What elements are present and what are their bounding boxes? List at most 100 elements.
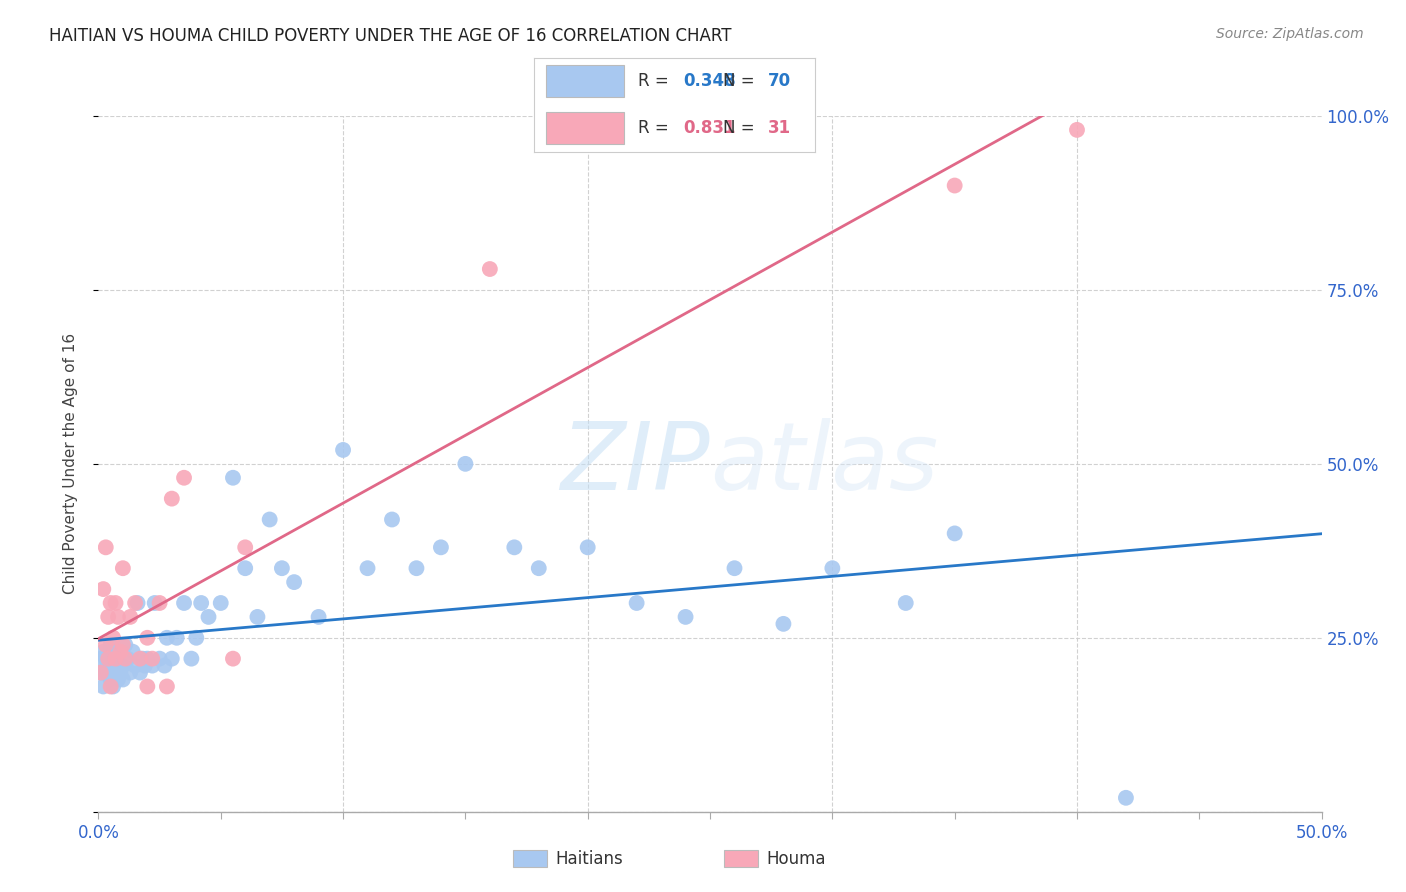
- Text: Houma: Houma: [766, 849, 825, 868]
- Point: [124, 658, 146, 673]
- Point: [209, 596, 232, 610]
- Point: [233, 561, 256, 575]
- Point: [149, 651, 172, 665]
- Point: [100, 673, 122, 687]
- Point: [100, 680, 122, 694]
- Point: [90, 665, 112, 680]
- Text: R =: R =: [638, 72, 675, 90]
- Point: [149, 596, 172, 610]
- Text: Haitians: Haitians: [555, 849, 623, 868]
- Point: [173, 471, 195, 485]
- Point: [101, 651, 124, 665]
- Text: Source: ZipAtlas.com: Source: ZipAtlas.com: [1216, 27, 1364, 41]
- Y-axis label: Child Poverty Under the Age of 16: Child Poverty Under the Age of 16: [63, 334, 77, 594]
- Point: [190, 596, 212, 610]
- Point: [101, 665, 124, 680]
- Point: [111, 638, 134, 652]
- Point: [156, 680, 179, 694]
- Point: [1115, 790, 1137, 805]
- Point: [332, 442, 354, 457]
- Point: [430, 541, 453, 555]
- Point: [101, 631, 124, 645]
- Point: [107, 610, 129, 624]
- Point: [111, 561, 134, 575]
- Point: [100, 658, 122, 673]
- Point: [120, 610, 142, 624]
- Text: N =: N =: [723, 72, 759, 90]
- Point: [97, 658, 120, 673]
- Point: [259, 512, 281, 526]
- Point: [233, 541, 256, 555]
- Point: [131, 651, 153, 665]
- Point: [503, 541, 526, 555]
- Point: [129, 665, 152, 680]
- Point: [772, 616, 794, 631]
- Text: 0.831: 0.831: [683, 120, 735, 137]
- Text: 31: 31: [768, 120, 790, 137]
- Point: [136, 631, 159, 645]
- Text: R =: R =: [638, 120, 675, 137]
- Point: [104, 651, 127, 665]
- Point: [91, 680, 114, 694]
- Point: [91, 582, 114, 596]
- Point: [270, 561, 294, 575]
- Point: [107, 673, 129, 687]
- Point: [134, 658, 156, 673]
- FancyBboxPatch shape: [546, 112, 624, 145]
- Point: [821, 561, 844, 575]
- Point: [173, 596, 195, 610]
- Point: [308, 610, 330, 624]
- Text: HAITIAN VS HOUMA CHILD POVERTY UNDER THE AGE OF 16 CORRELATION CHART: HAITIAN VS HOUMA CHILD POVERTY UNDER THE…: [49, 27, 731, 45]
- Point: [894, 596, 917, 610]
- Point: [381, 512, 404, 526]
- Point: [90, 651, 112, 665]
- Point: [104, 645, 127, 659]
- Point: [121, 645, 143, 659]
- Point: [100, 596, 122, 610]
- Point: [626, 596, 648, 610]
- Point: [222, 471, 245, 485]
- Text: N =: N =: [723, 120, 759, 137]
- Point: [141, 658, 163, 673]
- Point: [104, 665, 127, 680]
- Point: [160, 491, 183, 506]
- FancyBboxPatch shape: [513, 850, 547, 867]
- Text: 70: 70: [768, 72, 790, 90]
- Point: [1066, 123, 1088, 137]
- Point: [156, 631, 179, 645]
- Point: [283, 575, 305, 590]
- Point: [166, 631, 188, 645]
- Point: [111, 673, 134, 687]
- Point: [120, 665, 142, 680]
- Point: [90, 665, 112, 680]
- Point: [110, 665, 132, 680]
- Point: [111, 658, 134, 673]
- Point: [114, 638, 136, 652]
- Point: [110, 645, 132, 659]
- Point: [97, 651, 120, 665]
- Point: [136, 680, 159, 694]
- FancyBboxPatch shape: [546, 65, 624, 97]
- Point: [246, 610, 269, 624]
- Point: [197, 610, 219, 624]
- Text: 0.348: 0.348: [683, 72, 735, 90]
- Point: [675, 610, 697, 624]
- Point: [576, 541, 599, 555]
- Point: [186, 631, 208, 645]
- Point: [222, 651, 245, 665]
- Point: [110, 645, 132, 659]
- Point: [104, 596, 127, 610]
- Point: [91, 645, 114, 659]
- Point: [124, 596, 146, 610]
- Point: [454, 457, 477, 471]
- FancyBboxPatch shape: [724, 850, 758, 867]
- Point: [97, 645, 120, 659]
- Point: [94, 665, 117, 680]
- Point: [117, 651, 139, 665]
- Text: ZIP: ZIP: [561, 418, 710, 509]
- Point: [141, 651, 163, 665]
- Point: [723, 561, 745, 575]
- Point: [114, 651, 136, 665]
- Text: atlas: atlas: [710, 418, 938, 509]
- Point: [94, 541, 117, 555]
